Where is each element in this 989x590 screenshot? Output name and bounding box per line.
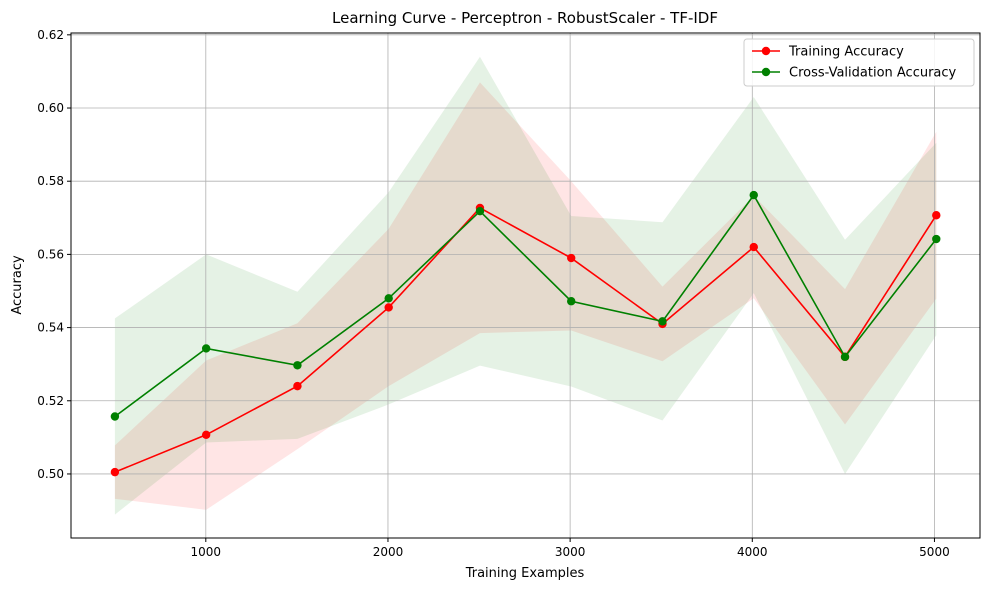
- series-line-0: [114, 206, 937, 473]
- y-tick-label-1: 0.52: [37, 394, 64, 408]
- series-0-point-2: [293, 381, 302, 391]
- y-tick-label-6: 0.62: [37, 28, 64, 42]
- y-tick-label-0: 0.50: [37, 467, 64, 481]
- series-1-point-5: [567, 297, 576, 306]
- x-tick-label-1: 2000: [373, 545, 404, 559]
- series-0-point-5: [567, 253, 576, 263]
- band-series-0: [114, 82, 937, 510]
- legend-marker-0: [761, 46, 771, 56]
- x-tick-label-2: 3000: [555, 545, 586, 559]
- plot-area: 1000 2000 3000 4000 5000 0.50 0.52 0.54 0.56 0.58…: [37, 28, 981, 559]
- y-tick-label-2: 0.54: [37, 321, 64, 335]
- series-1-point-6: [658, 317, 667, 326]
- series-1-point-0: [110, 412, 120, 421]
- series-1-point-2: [293, 361, 302, 370]
- plot-background: [71, 33, 980, 538]
- series-0-point-7: [749, 242, 758, 252]
- x-tick-label-3: 4000: [737, 545, 768, 559]
- series-1-point-3: [384, 294, 393, 303]
- series-1-point-4: [475, 207, 485, 216]
- series-1-point-8: [840, 352, 850, 362]
- y-axis-label: Accuracy: [10, 255, 25, 315]
- y-tick-label-4: 0.58: [37, 174, 64, 188]
- plot-frame: [70, 32, 981, 539]
- series-0-point-1: [201, 430, 211, 440]
- x-tick-label-0: 1000: [191, 545, 222, 559]
- series-1-point-7: [749, 190, 758, 200]
- series-0-point-9: [932, 211, 941, 220]
- y-tick-label-5: 0.60: [37, 101, 64, 115]
- legend-label-1: Cross-Validation Accuracy: [789, 66, 957, 81]
- legend-label-0: Training Accuracy: [788, 45, 904, 60]
- x-tick-label-4: 5000: [919, 545, 950, 559]
- series-line-1: [114, 193, 937, 418]
- band-series-1: [114, 56, 937, 515]
- legend-marker-1: [761, 67, 771, 77]
- x-axis-label: Training Examples: [465, 566, 585, 581]
- chart-title: Learning Curve - Perceptron - RobustScal…: [332, 9, 718, 27]
- series-0-point-3: [384, 303, 393, 312]
- y-tick-label-3: 0.56: [37, 247, 64, 261]
- series-0-point-0: [110, 467, 120, 477]
- series-1-point-9: [932, 234, 941, 244]
- legend-box: [743, 38, 975, 87]
- series-1-point-1: [201, 344, 211, 353]
